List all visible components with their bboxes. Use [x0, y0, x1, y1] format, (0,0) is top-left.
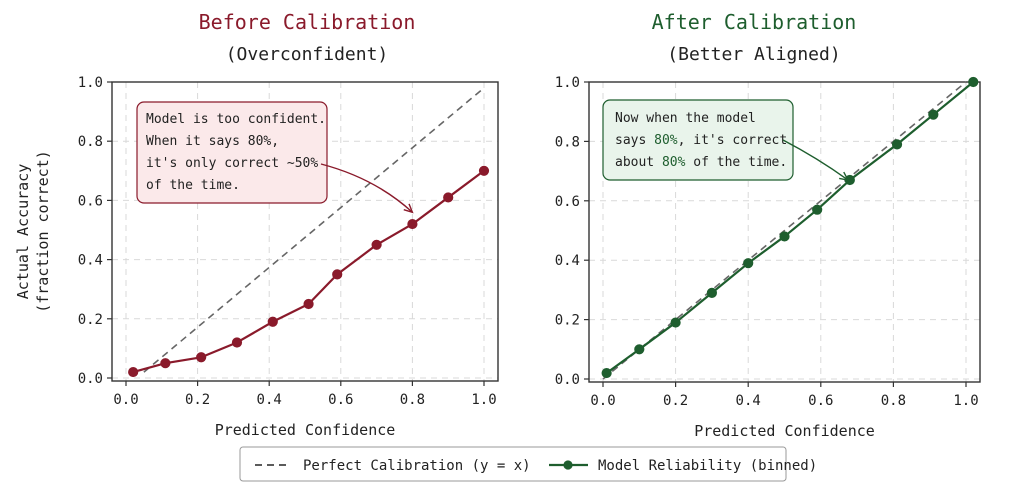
annotation-line: Model is too confident. [146, 112, 326, 127]
data-point [303, 298, 314, 310]
y-axis-label: (fraction correct) [34, 150, 52, 313]
annotation-arrowhead [403, 203, 414, 214]
y-tick-label: 1.0 [78, 75, 103, 91]
legend: Perfect Calibration (y = x) Model Reliabi… [239, 446, 817, 482]
x-axis-label: Predicted Confidence [215, 421, 396, 439]
data-point [779, 231, 790, 242]
chart-subtitle: (Better Aligned) [667, 44, 840, 65]
y-tick-label: 0.8 [555, 134, 580, 150]
x-tick-label: 0.6 [808, 393, 833, 409]
annotation-line: of the time. [146, 178, 240, 193]
annotation: Model is too confident. When it says 80%,… [136, 101, 414, 214]
chart-subtitle: (Overconfident) [226, 44, 389, 65]
y-tick-label: 0.4 [78, 253, 103, 269]
chart-title: Before Calibration [199, 10, 416, 34]
x-tick-label: 0.0 [590, 393, 615, 409]
data-point [371, 239, 382, 250]
data-point [160, 358, 171, 369]
annotation-text: about [615, 155, 662, 170]
perfect-calibration-line [602, 81, 967, 380]
x-axis-label: Predicted Confidence [694, 422, 875, 440]
annotation-line: says 80%, it's correct [615, 133, 787, 148]
annotation-arrow [320, 163, 413, 213]
annotation-text: Now when the model [615, 111, 756, 126]
annotation-line: about 80% of the time. [615, 155, 787, 170]
legend-label: Model Reliability (binned) [598, 458, 817, 474]
data-point [407, 218, 418, 230]
x-tick-label: 0.4 [257, 392, 282, 408]
y-tick-label: 1.0 [555, 75, 580, 91]
data-point [670, 317, 681, 328]
data-point [634, 344, 645, 355]
data-point [443, 192, 454, 203]
data-point [928, 109, 939, 120]
legend-marker-icon [563, 460, 573, 470]
annotation-line: Now when the model [615, 111, 756, 126]
annotation-text: of the time. [685, 155, 787, 170]
y-axis-label: Actual Accuracy [14, 164, 32, 299]
data-point [743, 258, 754, 269]
annotation-text: , it's correct [678, 133, 788, 148]
annotation-line: When it says 80%, [146, 134, 279, 149]
x-tick-label: 0.8 [400, 392, 425, 408]
data-point [601, 367, 612, 379]
data-point [812, 204, 823, 215]
annotation-line: it's only correct ~50% [146, 156, 318, 171]
plot-frame [111, 81, 499, 382]
data-point [196, 352, 207, 363]
x-tick-label: 0.2 [185, 392, 210, 408]
x-tick-label: 0.2 [663, 393, 688, 409]
annotation-arrow [782, 139, 849, 181]
plot-frame [588, 81, 981, 383]
y-tick-label: 0.6 [555, 194, 580, 210]
data-point [891, 139, 903, 150]
data-point [332, 269, 343, 280]
x-tick-label: 1.0 [471, 392, 496, 408]
panel-after: After Calibration (Better Aligned) 0.0 0.2 0… [555, 10, 981, 440]
panel-before: Before Calibration (Overconfident) 0.0 0.2 0… [14, 10, 499, 439]
y-tick-label: 0.4 [555, 253, 580, 269]
chart-title: After Calibration [652, 10, 857, 34]
data-point [128, 366, 139, 378]
y-tick-label: 0.6 [78, 193, 103, 209]
perfect-calibration-line [143, 87, 485, 373]
data-point [267, 316, 278, 327]
annotation-highlight: 80% [662, 155, 686, 170]
y-tick-label: 0.0 [555, 372, 580, 388]
x-tick-label: 0.0 [113, 392, 138, 408]
x-tick-label: 0.8 [881, 393, 906, 409]
y-tick-label: 0.8 [78, 134, 103, 150]
data-point [231, 337, 243, 348]
legend-box [239, 446, 787, 482]
x-tick-label: 1.0 [953, 393, 978, 409]
annotation-highlight: 80% [654, 133, 678, 148]
data-point [706, 287, 718, 298]
annotation-arrowhead [839, 171, 850, 181]
y-tick-label: 0.0 [78, 371, 103, 387]
y-tick-label: 0.2 [555, 313, 580, 329]
annotation-box [602, 99, 794, 181]
data-point [478, 165, 490, 176]
annotation-text: says [615, 133, 654, 148]
annotation-box [136, 101, 328, 204]
y-tick-label: 0.2 [78, 312, 103, 328]
legend-label: Perfect Calibration (y = x) [303, 458, 531, 474]
x-tick-label: 0.4 [736, 393, 761, 409]
x-tick-label: 0.6 [328, 392, 353, 408]
data-point [968, 76, 979, 88]
